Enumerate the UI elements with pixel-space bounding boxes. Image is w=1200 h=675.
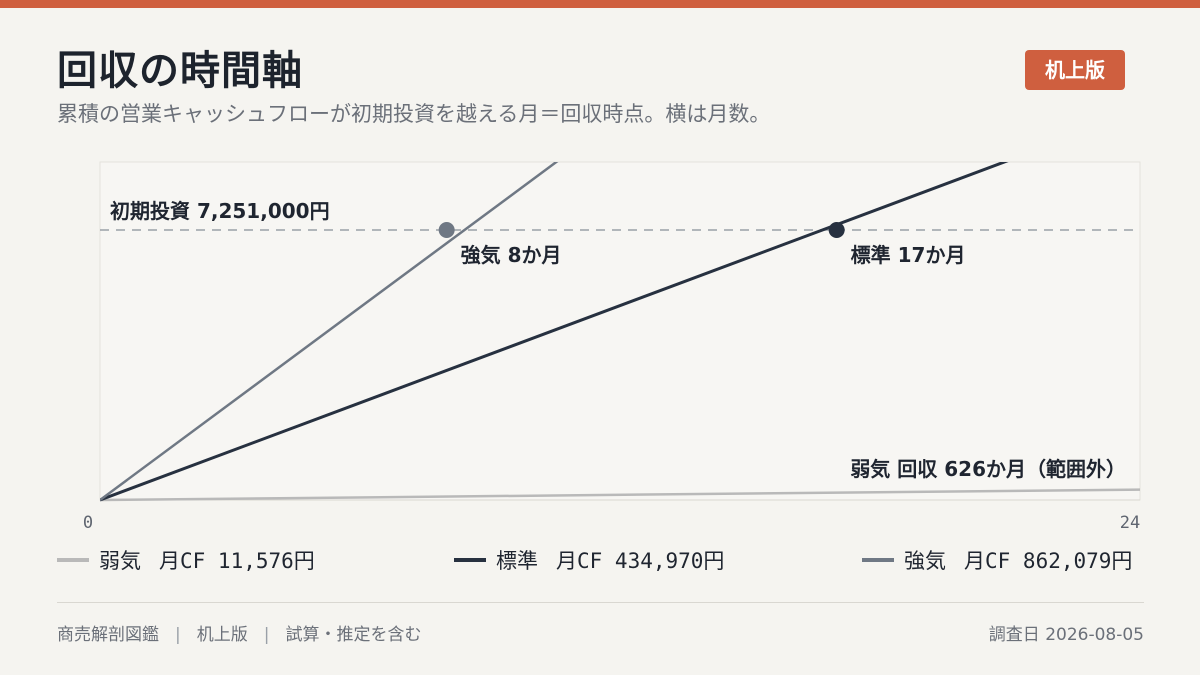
legend-swatch bbox=[862, 558, 894, 562]
footer-separator: | bbox=[175, 625, 181, 645]
legend-item: 弱気 月CF 11,576円 bbox=[57, 545, 315, 575]
legend-monthly-cf: 月CF 862,079円 bbox=[964, 549, 1133, 573]
legend-series-name: 強気 bbox=[904, 549, 946, 573]
legend-swatch bbox=[57, 558, 89, 562]
legend-item: 標準 月CF 434,970円 bbox=[454, 545, 724, 575]
payback-label-強気: 強気 8か月 bbox=[461, 243, 562, 267]
survey-date: 調査日 2026-08-05 bbox=[988, 625, 1144, 645]
legend-monthly-cf: 月CF 434,970円 bbox=[556, 549, 725, 573]
footer-separator: | bbox=[263, 625, 270, 645]
x-tick-label: 24 bbox=[1120, 513, 1140, 533]
footer-item: 試算・推定を含む bbox=[285, 625, 422, 645]
payback-label-標準: 標準 17か月 bbox=[851, 243, 966, 267]
payback-label-弱気: 弱気 回収 626か月（範囲外） bbox=[850, 457, 1126, 481]
footer-divider bbox=[57, 602, 1144, 603]
series-line-強気 bbox=[100, 162, 559, 502]
x-tick-label: 0 bbox=[83, 513, 93, 533]
edition-badge: 机上版 bbox=[1025, 50, 1125, 90]
legend-monthly-cf: 月CF 11,576円 bbox=[159, 549, 315, 573]
footer-item: 机上版 bbox=[196, 625, 248, 645]
legend-series-name: 弱気 bbox=[99, 549, 141, 573]
footer-item: 商売解剖図鑑 bbox=[57, 625, 159, 645]
page-title: 回収の時間軸 bbox=[57, 48, 303, 94]
legend-series-name: 標準 bbox=[496, 549, 538, 573]
series-line-弱気 bbox=[100, 488, 1140, 502]
payback-point-強気 bbox=[438, 222, 455, 238]
series-line-標準 bbox=[100, 162, 1009, 502]
legend-swatch bbox=[454, 558, 486, 562]
top-accent-bar bbox=[0, 0, 1200, 8]
payback-point-標準 bbox=[828, 222, 845, 238]
plot-area bbox=[99, 161, 1141, 501]
footer-credits: 商売解剖図鑑 | 机上版 | 試算・推定を含む bbox=[57, 620, 421, 645]
legend-item: 強気 月CF 862,079円 bbox=[862, 545, 1132, 575]
investment-threshold-label: 初期投資 7,251,000円 bbox=[110, 199, 330, 223]
page-subtitle: 累積の営業キャッシュフローが初期投資を越える月＝回収時点。横は月数。 bbox=[57, 102, 771, 126]
